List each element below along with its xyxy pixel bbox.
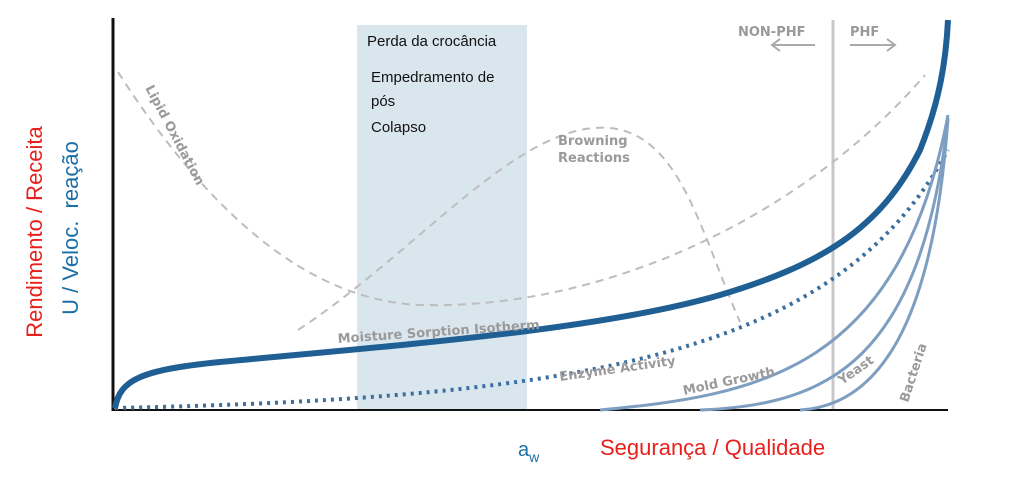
- curve-label: Reactions: [558, 151, 630, 166]
- curve-label: Lipid Oxidation: [141, 83, 206, 188]
- band-line: Perda da crocância: [367, 33, 497, 50]
- arrow-left: [770, 38, 815, 52]
- lipid-curve: [117, 71, 926, 307]
- x-label: Segurança / Qualidade: [600, 435, 825, 460]
- x-symbol-sub: w: [528, 449, 540, 465]
- curve-label: Bacteria: [898, 342, 931, 405]
- bacteria-curve: [799, 117, 950, 412]
- x-symbol-base: a: [518, 439, 530, 461]
- arrow-right: [850, 38, 897, 52]
- y-label-outer: Rendimento / Receita: [22, 125, 47, 337]
- zone-label: PHF: [850, 25, 879, 40]
- x-symbol: aw: [518, 439, 540, 465]
- band-line: pós: [371, 93, 395, 110]
- curve-label: Enzyme Activity: [558, 354, 677, 385]
- browning-curve: [297, 126, 741, 331]
- mold-curve: [599, 114, 950, 412]
- curve-label: Mold Growth: [682, 365, 777, 399]
- zone-label: NON-PHF: [738, 25, 806, 40]
- band-line: Colapso: [371, 119, 426, 136]
- isotherm-curve: [112, 19, 951, 409]
- curve-label: Browning: [558, 134, 628, 149]
- enzyme-curve: [114, 149, 950, 410]
- band-line: Empedramento de: [371, 69, 494, 86]
- y-label-inner: U / Veloc. reação: [58, 141, 83, 315]
- yeast-curve: [699, 119, 950, 412]
